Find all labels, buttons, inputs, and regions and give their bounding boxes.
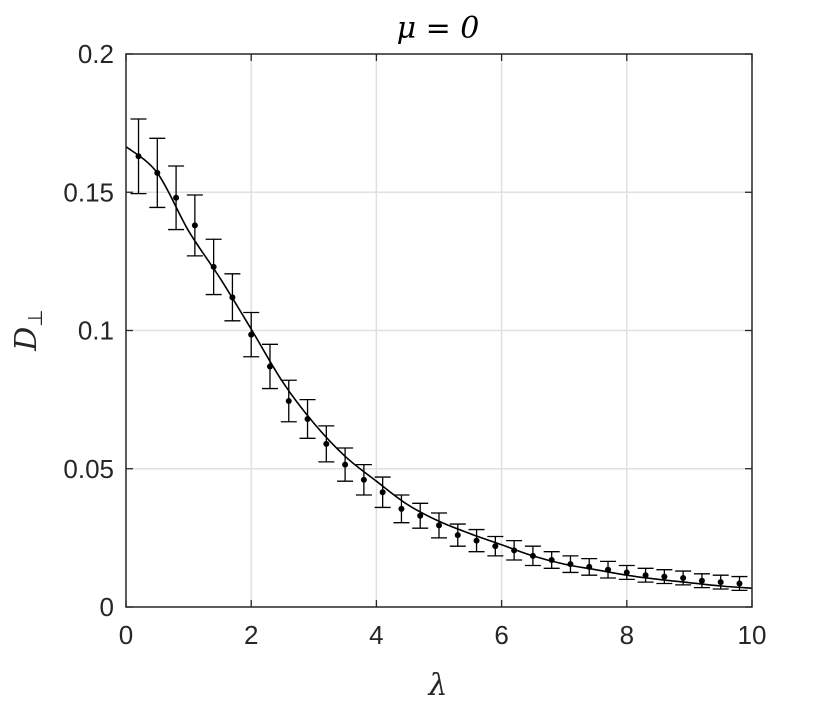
y-axis-label: D⊥	[9, 309, 47, 351]
y-tick-label: 0.15	[63, 177, 114, 207]
data-point	[248, 331, 255, 338]
x-axis-label: λ	[427, 668, 447, 703]
y-tick-label: 0.2	[78, 39, 114, 69]
data-point	[417, 512, 424, 519]
data-point	[642, 572, 649, 579]
data-point	[492, 543, 499, 550]
x-tick-label: 2	[244, 620, 258, 650]
y-tick-labels: 0 0.05 0.1 0.15 0.2	[63, 39, 114, 622]
data-point	[323, 440, 330, 447]
data-point	[567, 561, 574, 568]
data-point	[360, 476, 367, 483]
data-point	[698, 577, 705, 584]
x-tick-label: 6	[494, 620, 508, 650]
y-axis-label-group: D⊥	[9, 309, 47, 351]
y-axis-label-main: D	[9, 327, 44, 352]
data-point	[173, 194, 180, 201]
x-tick-label: 0	[119, 620, 133, 650]
data-point	[266, 363, 273, 370]
data-point	[229, 294, 236, 301]
data-point	[454, 532, 461, 539]
fit-curve	[125, 146, 753, 589]
fit-curve-group	[125, 146, 753, 589]
data-point	[736, 580, 743, 587]
x-tick-label: 10	[738, 620, 767, 650]
data-point	[135, 153, 142, 160]
y-tick-label: 0.1	[78, 316, 114, 346]
data-point	[623, 569, 630, 576]
x-tick-label: 4	[369, 620, 383, 650]
data-point	[680, 574, 687, 581]
y-tick-label: 0	[100, 592, 114, 622]
data-point	[661, 573, 668, 580]
grid-lines	[126, 54, 752, 607]
data-point	[473, 537, 480, 544]
data-point	[342, 461, 349, 468]
y-axis-label-subscript: ⊥	[23, 309, 47, 326]
data-point	[717, 579, 724, 586]
data-point	[191, 222, 198, 229]
data-point	[605, 566, 612, 573]
y-tick-label: 0.05	[63, 454, 114, 484]
x-tick-labels: 0 2 4 6 8 10	[119, 620, 767, 650]
data-point	[304, 415, 311, 422]
error-bars	[130, 118, 748, 592]
data-point	[210, 263, 217, 270]
axes-frame	[125, 53, 753, 608]
data-point	[154, 169, 161, 176]
data-point	[398, 505, 405, 512]
chart-title: μ = 0	[397, 11, 480, 46]
data-point	[285, 398, 292, 405]
data-point	[436, 522, 442, 529]
data-point	[511, 547, 518, 554]
data-point	[529, 552, 536, 559]
data-point	[548, 556, 555, 563]
data-point	[379, 489, 386, 496]
data-point	[586, 563, 593, 570]
data-points	[135, 153, 743, 587]
x-tick-label: 8	[620, 620, 634, 650]
